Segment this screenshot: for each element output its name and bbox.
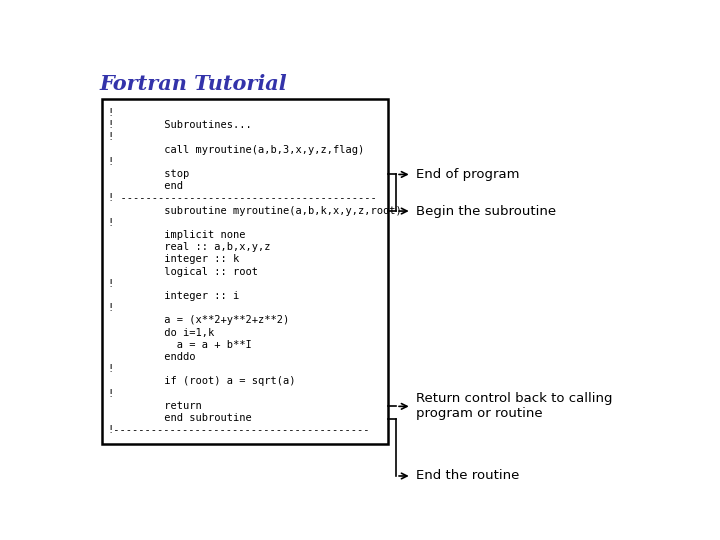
- Bar: [102, 99, 388, 444]
- Text: return: return: [108, 401, 202, 411]
- Text: Begin the subroutine: Begin the subroutine: [415, 205, 556, 218]
- Text: !: !: [108, 303, 114, 313]
- Text: a = a + b**I: a = a + b**I: [108, 340, 251, 350]
- Text: subroutine myroutine(a,b,k,x,y,z,root): subroutine myroutine(a,b,k,x,y,z,root): [108, 206, 402, 215]
- Text: Return control back to calling
program or routine: Return control back to calling program o…: [415, 393, 612, 420]
- Text: !: !: [108, 389, 114, 399]
- Text: End of program: End of program: [415, 168, 519, 181]
- Text: stop: stop: [108, 169, 189, 179]
- Text: !        Subroutines...: ! Subroutines...: [108, 120, 251, 130]
- Text: integer :: k: integer :: k: [108, 254, 239, 265]
- Text: !: !: [108, 132, 114, 143]
- Text: a = (x**2+y**2+z**2): a = (x**2+y**2+z**2): [108, 315, 289, 326]
- Text: end: end: [108, 181, 183, 191]
- Text: do i=1,k: do i=1,k: [108, 328, 214, 338]
- Text: if (root) a = sqrt(a): if (root) a = sqrt(a): [108, 376, 295, 387]
- Text: !: !: [108, 279, 114, 289]
- Text: call myroutine(a,b,3,x,y,z,flag): call myroutine(a,b,3,x,y,z,flag): [108, 145, 364, 154]
- Text: implicit none: implicit none: [108, 230, 246, 240]
- Text: enddo: enddo: [108, 352, 195, 362]
- Text: integer :: i: integer :: i: [108, 291, 239, 301]
- Text: ! -----------------------------------------: ! --------------------------------------…: [108, 193, 377, 204]
- Text: real :: a,b,x,y,z: real :: a,b,x,y,z: [108, 242, 270, 252]
- Text: end subroutine: end subroutine: [108, 413, 251, 423]
- Text: !: !: [108, 108, 114, 118]
- Text: End the routine: End the routine: [415, 469, 519, 482]
- Text: !-----------------------------------------: !---------------------------------------…: [108, 426, 370, 435]
- Text: !: !: [108, 364, 114, 374]
- Text: !: !: [108, 218, 114, 228]
- Text: Fortran Tutorial: Fortran Tutorial: [99, 74, 287, 94]
- Text: logical :: root: logical :: root: [108, 267, 258, 276]
- Text: !: !: [108, 157, 114, 167]
